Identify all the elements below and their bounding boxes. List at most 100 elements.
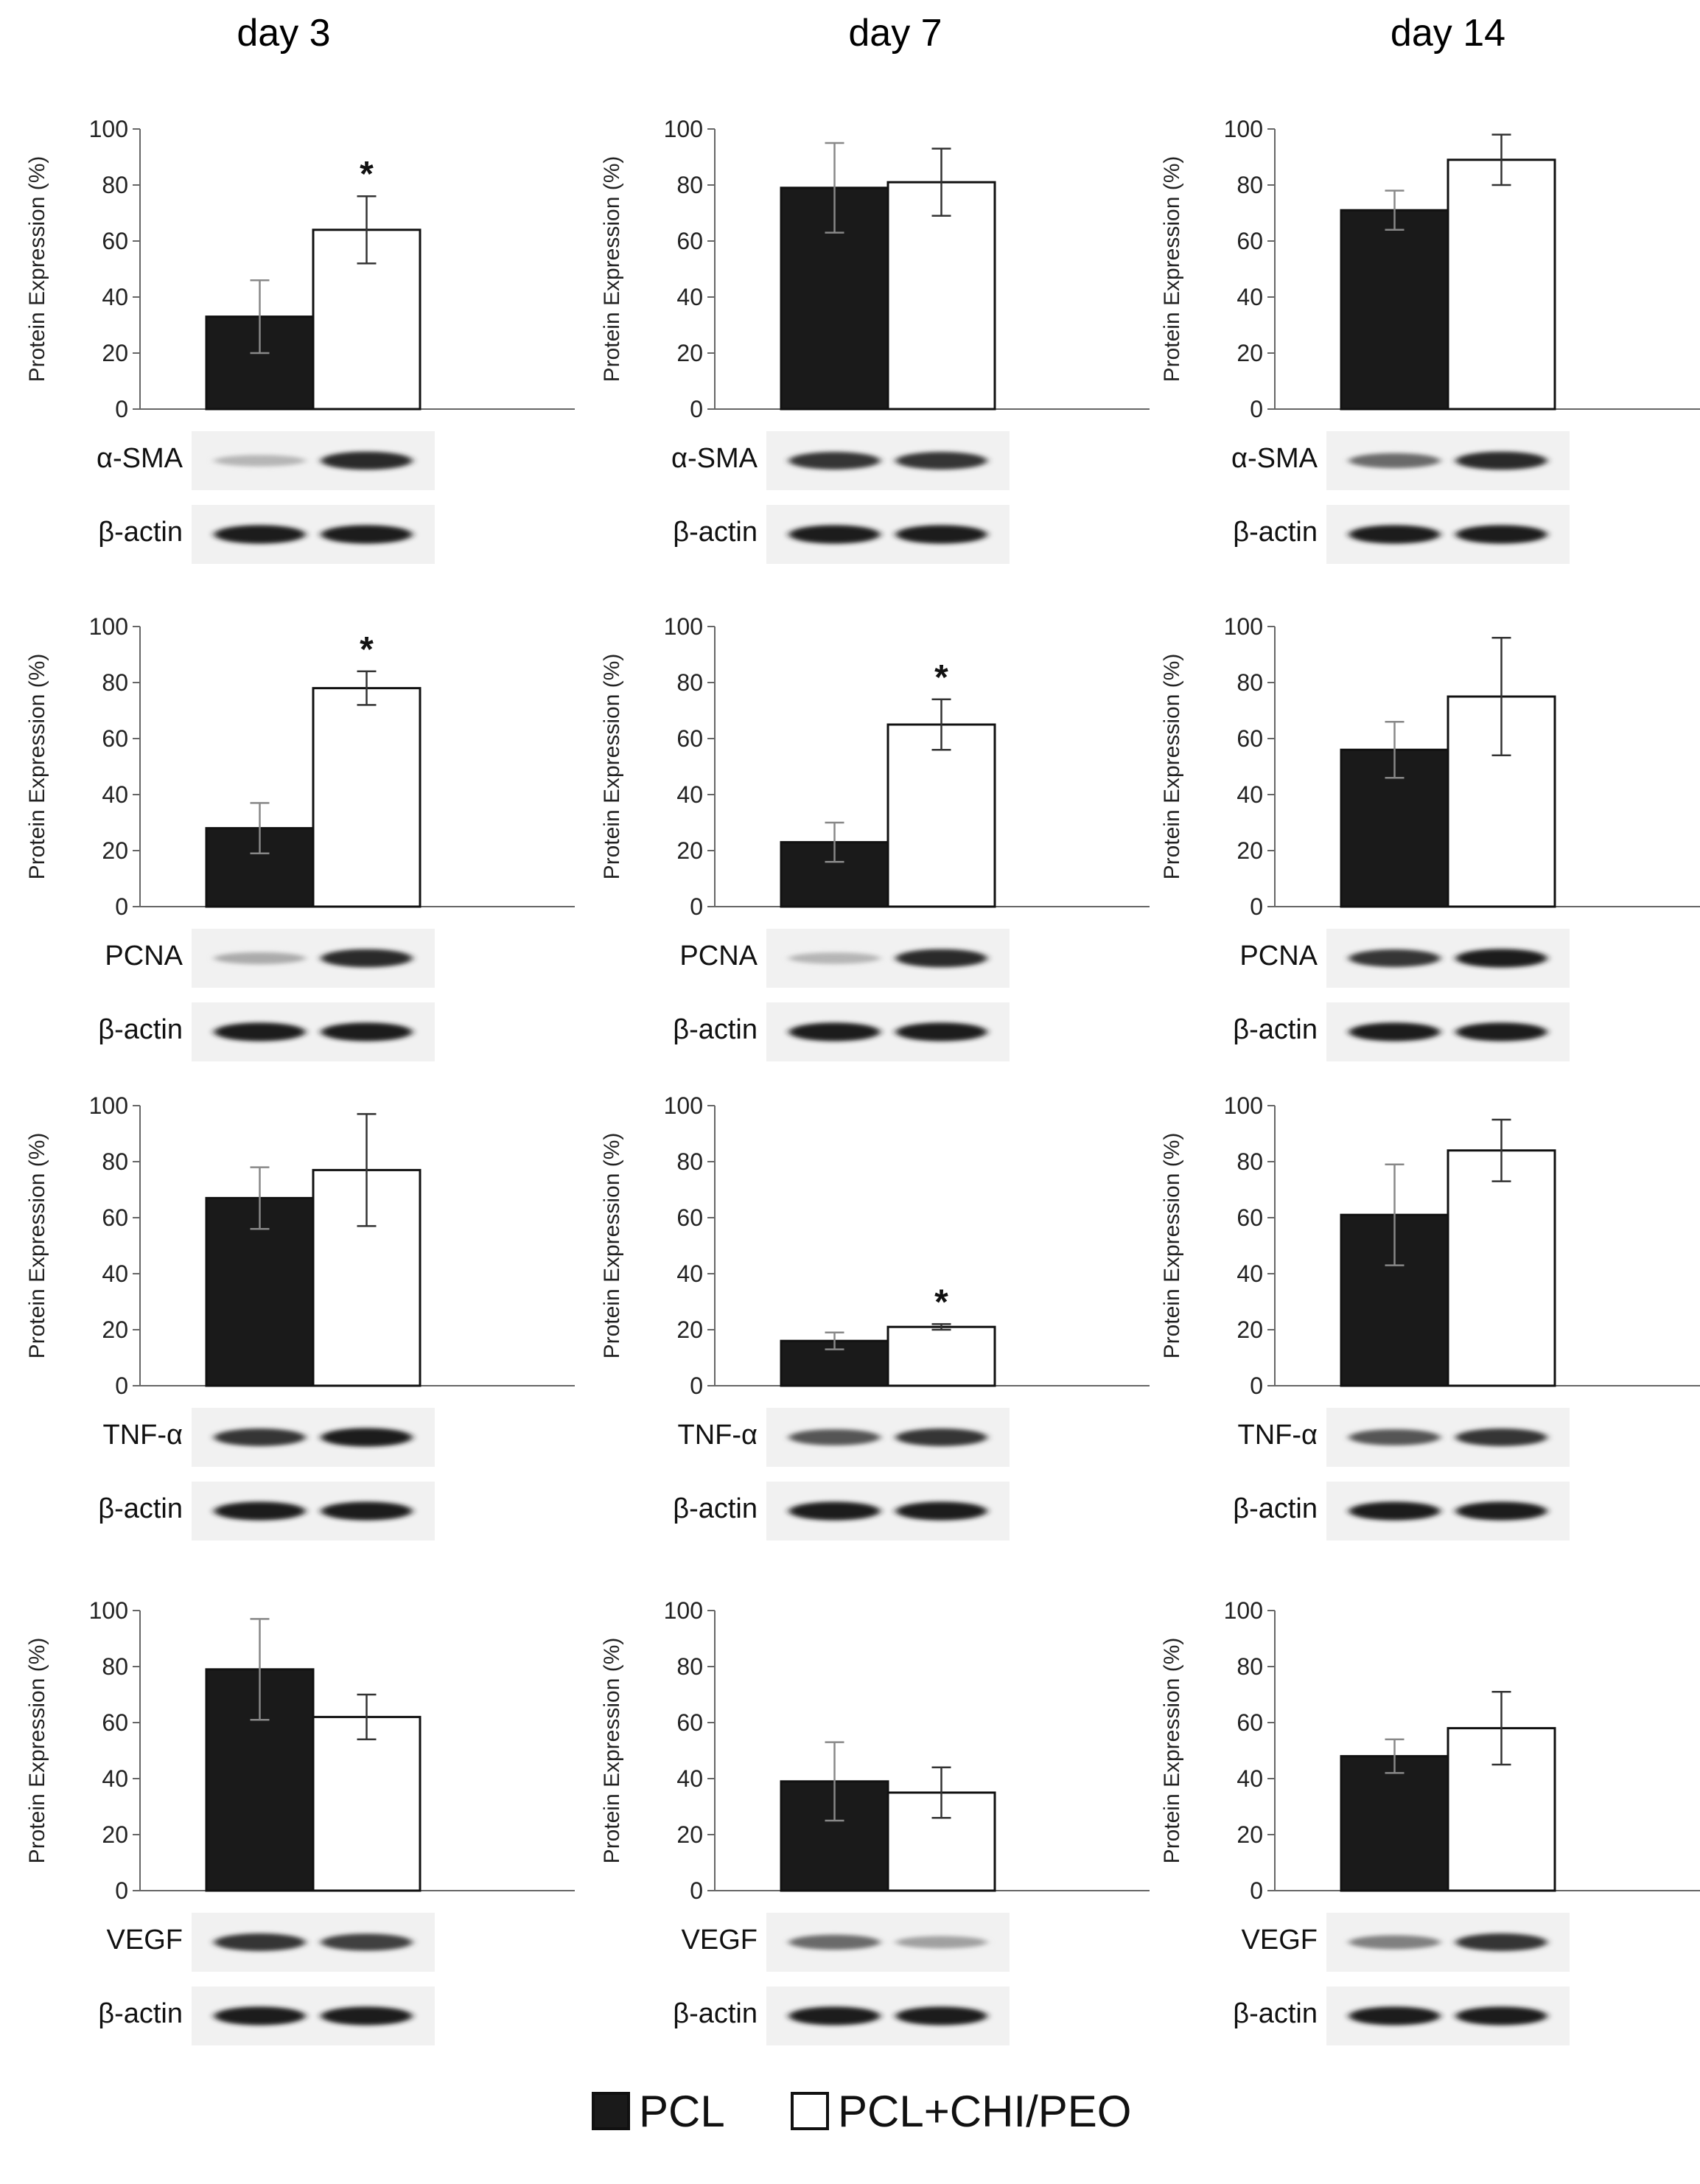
- blot-band: [895, 525, 987, 544]
- significance-marker: *: [360, 155, 374, 194]
- y-tick-label: 0: [115, 396, 128, 422]
- blot-band: [1455, 1933, 1547, 1951]
- y-tick-label: 80: [102, 172, 128, 198]
- y-tick-label: 40: [676, 1765, 703, 1792]
- y-axis-label: Protein Expression (%): [25, 1638, 49, 1864]
- y-axis-label: Protein Expression (%): [600, 654, 624, 880]
- y-tick-label: 40: [676, 1260, 703, 1287]
- y-tick-label: 0: [1250, 1877, 1263, 1904]
- y-tick-label: 60: [102, 725, 128, 752]
- y-axis-label: Protein Expression (%): [600, 156, 624, 383]
- legend-label: PCL: [639, 2087, 725, 2136]
- blot-loading-label: β-actin: [1233, 1493, 1318, 1524]
- y-tick-label: 20: [676, 1316, 703, 1343]
- blot-band: [1349, 1935, 1441, 1950]
- y-tick-label: 60: [676, 228, 703, 254]
- blot-band: [321, 1933, 413, 1951]
- y-tick-label: 40: [102, 1260, 128, 1287]
- y-tick-label: 20: [1236, 1316, 1263, 1343]
- bar-pcl: [1340, 1755, 1449, 1892]
- significance-marker: *: [934, 1283, 948, 1322]
- blot-band: [1455, 949, 1547, 968]
- blot-band: [1349, 1022, 1441, 1042]
- y-axis-label: Protein Expression (%): [1160, 156, 1184, 383]
- bar-pcl-chi-peo: [1447, 1149, 1556, 1387]
- y-axis-label: Protein Expression (%): [600, 1638, 624, 1864]
- blot-band: [788, 952, 881, 964]
- y-axis-label: Protein Expression (%): [1160, 1638, 1184, 1864]
- blot-protein-label: α-SMA: [671, 443, 758, 474]
- y-tick-label: 100: [664, 613, 703, 640]
- blot-loading-label: β-actin: [98, 1014, 183, 1045]
- blot-band: [1349, 2006, 1441, 2026]
- y-tick-label: 0: [1250, 1372, 1263, 1399]
- y-tick-label: 80: [1236, 669, 1263, 696]
- blot-band: [214, 1933, 306, 1951]
- y-tick-label: 100: [89, 1597, 128, 1624]
- bar-pcl: [1340, 209, 1449, 411]
- blot-loading-label: β-actin: [673, 1493, 758, 1524]
- y-tick-label: 100: [664, 116, 703, 142]
- y-tick-label: 20: [102, 837, 128, 864]
- blot-loading-label: β-actin: [673, 1998, 758, 2029]
- y-tick-label: 20: [102, 340, 128, 366]
- y-tick-label: 0: [690, 396, 703, 422]
- chart-panel: Protein Expression (%) 0 20 40 60 80 100 * PCNA β…: [25, 613, 575, 1061]
- y-tick-label: 80: [1236, 1653, 1263, 1680]
- y-tick-label: 20: [102, 1821, 128, 1848]
- chart-panel: Protein Expression (%) 0 20 40 60 80 100 * α-SMA…: [25, 116, 575, 564]
- y-tick-label: 100: [89, 613, 128, 640]
- y-tick-label: 0: [1250, 396, 1263, 422]
- y-tick-label: 20: [676, 1821, 703, 1848]
- legend-swatch-pcl-chi-peo: [791, 2092, 829, 2130]
- blot-loading-label: β-actin: [673, 517, 758, 548]
- y-tick-label: 80: [1236, 172, 1263, 198]
- blot-band: [788, 1501, 881, 1521]
- y-tick-label: 40: [102, 1765, 128, 1792]
- blot-band: [214, 952, 306, 965]
- y-tick-label: 80: [102, 1653, 128, 1680]
- y-tick-label: 100: [89, 1092, 128, 1119]
- blot-band: [1349, 1501, 1441, 1521]
- y-axis-label: Protein Expression (%): [25, 1133, 49, 1359]
- y-tick-label: 0: [1250, 893, 1263, 920]
- blot-band: [895, 1501, 987, 1521]
- y-tick-label: 0: [690, 1877, 703, 1904]
- y-tick-label: 80: [676, 172, 703, 198]
- blot-band: [895, 1022, 987, 1042]
- y-tick-label: 20: [1236, 837, 1263, 864]
- blot-band: [1455, 1022, 1547, 1042]
- blot-band: [214, 525, 306, 544]
- blot-band: [214, 1501, 306, 1521]
- blot-protein-label: PCNA: [1239, 941, 1318, 971]
- blot-band: [214, 455, 306, 467]
- chart-panel: Protein Expression (%) 0 20 40 60 80 100 * PCNA β…: [600, 613, 1150, 1061]
- bar-pcl-chi-peo: [312, 687, 421, 908]
- chart-panel: Protein Expression (%) 0 20 40 60 80 100 α-SMA β…: [1160, 116, 1700, 564]
- blot-band: [1455, 1501, 1547, 1521]
- blot-band: [1455, 451, 1547, 470]
- y-tick-label: 40: [102, 284, 128, 310]
- blot-band: [895, 2006, 987, 2026]
- blot-protein-label: VEGF: [107, 1925, 183, 1956]
- blot-protein-label: α-SMA: [97, 443, 183, 474]
- blot-loading-label: β-actin: [673, 1014, 758, 1045]
- y-tick-label: 60: [102, 228, 128, 254]
- y-tick-label: 80: [1236, 1148, 1263, 1175]
- bar-pcl-chi-peo: [312, 1715, 421, 1892]
- y-tick-label: 80: [676, 1653, 703, 1680]
- column-title: day 3: [237, 12, 330, 55]
- blot-band: [788, 2006, 881, 2026]
- y-axis-label: Protein Expression (%): [600, 1133, 624, 1359]
- blot-loading-label: β-actin: [1233, 517, 1318, 548]
- y-tick-label: 40: [102, 781, 128, 808]
- significance-marker: *: [360, 630, 374, 669]
- bar-pcl-chi-peo: [886, 723, 996, 908]
- chart-panel: Protein Expression (%) 0 20 40 60 80 100 TNF-α β…: [1160, 1092, 1700, 1541]
- bar-pcl-chi-peo: [886, 181, 996, 411]
- chart-panel: Protein Expression (%) 0 20 40 60 80 100 VEGF β-…: [25, 1597, 575, 2045]
- y-tick-label: 80: [676, 1148, 703, 1175]
- blot-band: [895, 949, 987, 968]
- blot-loading-label: β-actin: [1233, 1998, 1318, 2029]
